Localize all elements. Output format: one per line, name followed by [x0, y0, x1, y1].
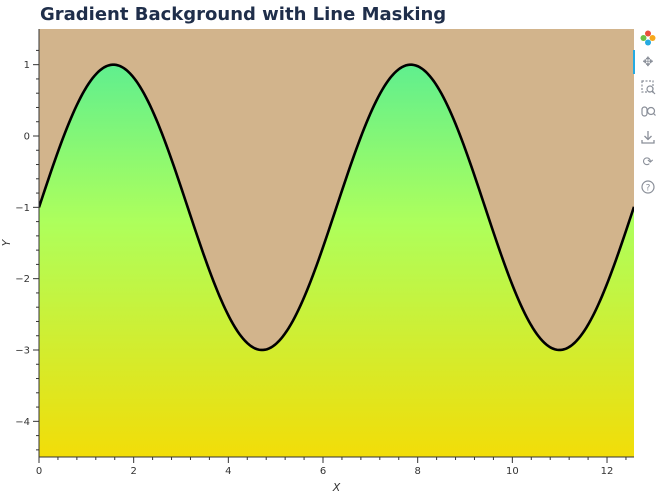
pan-icon[interactable]: ✥: [642, 54, 654, 70]
reset-icon[interactable]: ⟳: [642, 154, 654, 170]
series-line: [39, 63, 634, 352]
chart-title: Gradient Background with Line Masking: [40, 4, 447, 25]
y-tick-label: 1: [24, 60, 30, 71]
y-tick-label: 0: [24, 132, 30, 143]
x-tick-label: 10: [506, 466, 519, 477]
box-zoom-icon[interactable]: [638, 77, 658, 97]
y-tick-label: −3: [15, 346, 30, 357]
active-tool-indicator: [633, 50, 635, 74]
y-tick-label: −2: [15, 274, 30, 285]
toolbar: ✥ ⟳ ?: [633, 28, 660, 198]
x-tick-label: 12: [601, 466, 614, 477]
y-tick-label: −4: [15, 417, 30, 428]
y-axis-label: Y: [0, 238, 13, 246]
help-icon[interactable]: ?: [638, 177, 658, 197]
bokeh-logo-icon[interactable]: [638, 28, 658, 48]
x-tick-label: 8: [414, 466, 420, 477]
x-tick-label: 4: [225, 466, 231, 477]
x-tick-label: 6: [320, 466, 326, 477]
x-tick-label: 0: [36, 466, 42, 477]
x-tick-label: 2: [130, 466, 136, 477]
mask-area-above-line: [39, 29, 634, 350]
save-icon[interactable]: [638, 127, 658, 147]
x-axis-label: X: [332, 481, 341, 494]
y-tick-label: −1: [15, 203, 30, 214]
wheel-zoom-icon[interactable]: [638, 102, 658, 122]
svg-text:?: ?: [646, 184, 651, 194]
